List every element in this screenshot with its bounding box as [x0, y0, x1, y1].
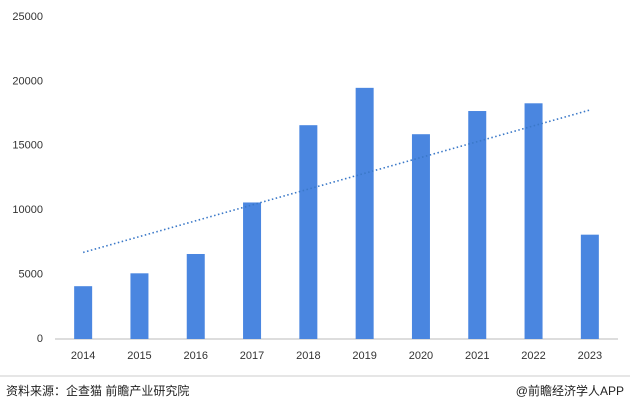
x-tick-label: 2020 — [409, 350, 433, 362]
y-tick-label: 10000 — [12, 204, 43, 216]
x-tick-label: 2022 — [521, 350, 545, 362]
x-tick-label: 2018 — [296, 350, 320, 362]
x-tick-label: 2016 — [184, 350, 208, 362]
bar — [186, 253, 205, 339]
x-tick-label: 2017 — [240, 350, 264, 362]
bar — [299, 125, 318, 339]
x-tick-label: 2014 — [71, 350, 95, 362]
bar — [74, 286, 93, 339]
bar — [468, 111, 487, 339]
x-tick-label: 2021 — [465, 350, 489, 362]
x-tick-label: 2019 — [352, 350, 376, 362]
bar — [243, 202, 262, 339]
bar — [130, 273, 149, 339]
x-tick-label: 2015 — [127, 350, 151, 362]
bar — [355, 87, 374, 339]
brand-note: @前瞻经济学人APP — [516, 383, 624, 398]
source-note: 资料来源：企查猫 前瞻产业研究院 — [6, 383, 189, 398]
bar — [524, 103, 543, 340]
trend-line — [82, 109, 591, 254]
y-tick-label: 0 — [37, 333, 43, 345]
x-tick-label: 2023 — [578, 350, 602, 362]
y-tick-label: 15000 — [12, 140, 43, 152]
y-tick-label: 5000 — [19, 269, 43, 281]
y-tick-label: 25000 — [12, 11, 43, 23]
bar — [580, 234, 599, 339]
bar — [411, 134, 430, 339]
y-tick-label: 20000 — [12, 75, 43, 87]
